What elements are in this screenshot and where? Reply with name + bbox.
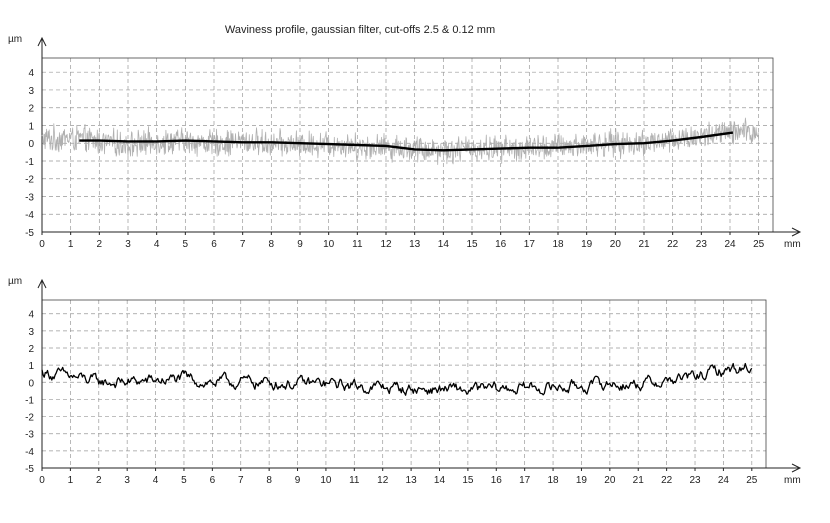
y-tick-label: -3 (25, 430, 34, 441)
series-line-raw-profile (41, 117, 760, 165)
x-tick-label: 17 (519, 475, 531, 486)
x-tick-label: 10 (323, 239, 335, 250)
x-tick-label: 13 (406, 475, 418, 486)
y-tick-label: -2 (25, 175, 34, 186)
x-tick-label: 5 (181, 475, 187, 486)
y-axis-arrow (37, 36, 47, 47)
x-axis-unit: mm (784, 475, 801, 486)
x-tick-label: 19 (581, 239, 593, 250)
x-tick-label: 8 (269, 239, 275, 250)
x-tick-label: 11 (349, 475, 360, 486)
x-tick-label: 19 (576, 475, 588, 486)
x-tick-label: 12 (377, 475, 389, 486)
y-tick-label: -5 (25, 464, 34, 475)
x-tick-label: 4 (153, 475, 159, 486)
x-tick-label: 7 (238, 475, 244, 486)
plot-frame (41, 299, 767, 469)
x-tick-label: 18 (547, 475, 559, 486)
x-tick-label: 16 (491, 475, 503, 486)
y-tick-label: 4 (28, 68, 34, 79)
x-tick-label: 14 (438, 239, 450, 250)
x-tick-label: 6 (210, 475, 216, 486)
y-tick-label: 3 (28, 327, 34, 338)
x-tick-label: 24 (724, 239, 736, 250)
x-tick-label: 9 (295, 475, 301, 486)
x-tick-label: 16 (495, 239, 507, 250)
x-tick-label: 11 (352, 239, 363, 250)
y-tick-label: -5 (25, 228, 34, 239)
y-axis-unit: µm (8, 276, 22, 287)
x-tick-label: 25 (746, 475, 758, 486)
x-tick-label: 7 (240, 239, 246, 250)
x-tick-label: 20 (604, 475, 616, 486)
x-tick-label: 21 (638, 239, 650, 250)
x-tick-label: 15 (462, 475, 474, 486)
y-tick-label: -3 (25, 192, 34, 203)
y-tick-label: -1 (25, 395, 34, 406)
x-tick-label: 0 (39, 475, 45, 486)
x-tick-label: 9 (297, 239, 303, 250)
series-line-roughness-profile (41, 362, 753, 396)
x-tick-label: 23 (696, 239, 708, 250)
y-tick-label: 1 (28, 121, 34, 132)
x-tick-label: 22 (661, 475, 673, 486)
y-tick-label: 0 (28, 139, 34, 150)
x-tick-label: 5 (183, 239, 189, 250)
figure-title: Waviness profile, gaussian filter, cut-o… (225, 24, 495, 36)
x-axis-arrow (791, 463, 802, 473)
x-tick-label: 2 (97, 239, 103, 250)
x-tick-label: 2 (96, 475, 102, 486)
series-line-waviness-line (79, 131, 734, 152)
x-tick-label: 23 (689, 475, 701, 486)
x-tick-label: 24 (718, 475, 730, 486)
chart-panel-roughness: 0 1 2 3 4 5 6 7 8 9 10 11 12 13 14 15 16 17 18 19 20 21 22 23 24… (8, 276, 802, 486)
x-tick-label: 18 (552, 239, 564, 250)
x-tick-label: 20 (610, 239, 622, 250)
x-tick-label: 0 (39, 239, 45, 250)
x-tick-label: 14 (434, 475, 446, 486)
y-axis-unit: µm (8, 34, 22, 45)
y-tick-label: 1 (28, 361, 34, 372)
y-tick-label: -2 (25, 413, 34, 424)
x-tick-label: 4 (154, 239, 160, 250)
x-tick-label: 17 (524, 239, 536, 250)
x-tick-label: 8 (266, 475, 272, 486)
x-tick-label: 25 (753, 239, 765, 250)
y-tick-label: -1 (25, 157, 34, 168)
x-tick-label: 21 (633, 475, 645, 486)
y-tick-label: 3 (28, 86, 34, 97)
chart-panel-waviness: 0 1 2 3 4 5 6 7 8 9 10 11 12 13 14 15 16 17 18 19 20 21 22 23 24… (8, 34, 802, 250)
x-tick-label: 15 (466, 239, 478, 250)
x-tick-label: 1 (68, 475, 74, 486)
y-tick-label: -4 (25, 447, 34, 458)
x-tick-label: 22 (667, 239, 679, 250)
x-tick-label: 1 (68, 239, 74, 250)
x-tick-label: 10 (320, 475, 332, 486)
y-tick-label: 2 (28, 104, 34, 115)
x-tick-label: 13 (409, 239, 421, 250)
x-tick-label: 3 (124, 475, 130, 486)
x-tick-label: 6 (211, 239, 217, 250)
x-axis-unit: mm (784, 239, 801, 250)
x-axis-arrow (791, 227, 802, 237)
y-tick-label: 2 (28, 344, 34, 355)
y-tick-label: -4 (25, 210, 34, 221)
x-tick-label: 3 (125, 239, 131, 250)
x-tick-label: 12 (380, 239, 392, 250)
y-axis-arrow (37, 278, 47, 289)
y-tick-label: 4 (28, 310, 34, 321)
y-tick-label: 0 (28, 378, 34, 389)
